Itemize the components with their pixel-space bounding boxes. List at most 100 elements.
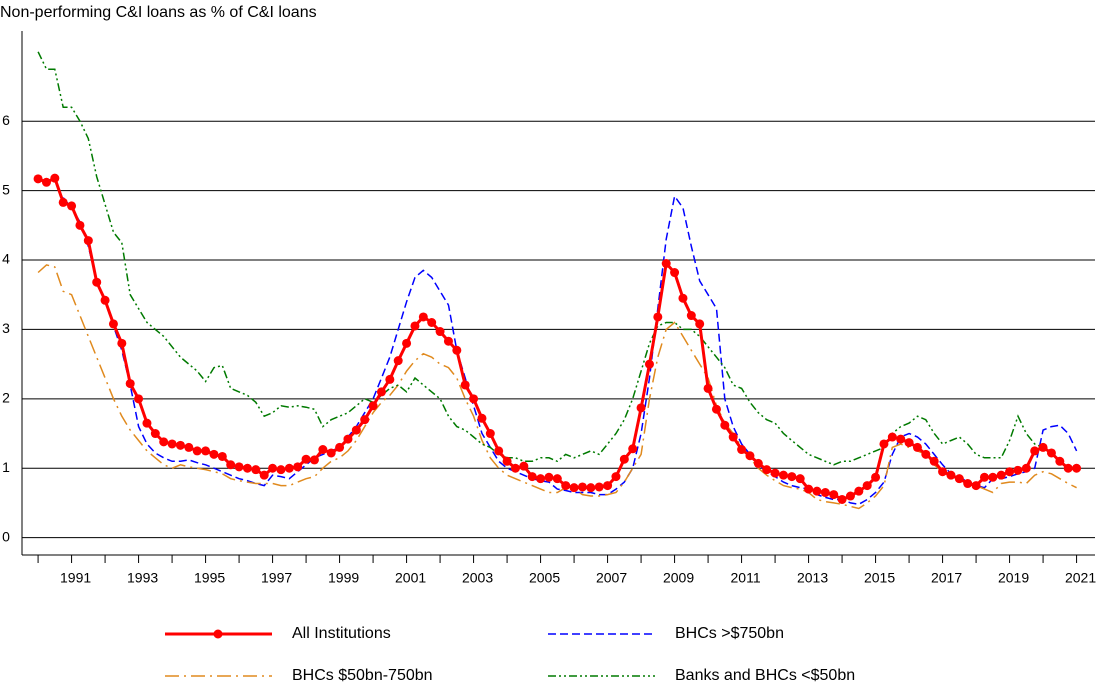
series-marker <box>117 338 127 348</box>
x-tick-label: 2019 <box>998 570 1029 586</box>
series-marker <box>75 220 85 230</box>
y-tick-label: 5 <box>2 181 10 197</box>
series-marker <box>586 483 596 493</box>
series-marker <box>460 380 470 390</box>
series-marker <box>661 259 671 269</box>
series-marker <box>812 486 822 496</box>
series-marker <box>678 293 688 303</box>
series-marker <box>485 429 495 439</box>
series-marker <box>301 454 311 464</box>
series-marker <box>988 472 998 482</box>
series-marker <box>67 201 77 211</box>
series-marker <box>209 449 219 459</box>
series-marker <box>879 439 889 449</box>
series-marker <box>418 312 428 322</box>
series-marker <box>242 463 252 473</box>
series-marker <box>226 460 236 470</box>
series-marker <box>41 177 51 187</box>
series-marker <box>804 484 814 494</box>
series-marker <box>603 481 613 491</box>
series-marker <box>1055 456 1065 466</box>
series-marker <box>477 413 487 423</box>
series-marker <box>159 437 169 447</box>
series-marker <box>33 174 43 184</box>
x-tick-label: 2017 <box>931 570 962 586</box>
series-marker <box>954 474 964 484</box>
series-marker <box>921 449 931 459</box>
legend-label: BHCs >$750bn <box>675 625 784 642</box>
series-marker <box>309 455 319 465</box>
series-marker <box>284 463 294 473</box>
chart-title: Non-performing C&I loans as % of C&I loa… <box>0 4 317 21</box>
x-tick-label: 1999 <box>328 570 359 586</box>
series-marker <box>385 374 395 384</box>
series-marker <box>402 338 412 348</box>
legend-label: Banks and BHCs <$50bn <box>675 667 855 684</box>
series-marker <box>452 345 462 355</box>
x-tick-label: 1991 <box>60 570 91 586</box>
series-marker <box>318 445 328 455</box>
series-marker <box>502 456 512 466</box>
series-marker <box>653 312 663 322</box>
series-marker <box>904 438 914 448</box>
series-marker <box>234 462 244 472</box>
series-marker <box>938 467 948 477</box>
y-tick-label: 6 <box>2 112 10 128</box>
series-marker <box>276 465 286 475</box>
series-marker <box>335 442 345 452</box>
series-marker <box>711 404 721 414</box>
series-marker <box>795 474 805 484</box>
series-marker <box>167 439 177 449</box>
series-marker <box>393 356 403 366</box>
series-marker <box>929 456 939 466</box>
series-marker <box>963 479 973 489</box>
series-marker <box>787 472 797 482</box>
series-marker <box>887 432 897 442</box>
series-line <box>37 264 1077 510</box>
series-marker <box>443 336 453 346</box>
series-marker <box>670 268 680 278</box>
series-marker <box>695 319 705 329</box>
series-marker <box>871 472 881 482</box>
series-marker <box>628 444 638 454</box>
series-marker <box>1005 467 1015 477</box>
series-marker <box>536 474 546 484</box>
y-tick-label: 1 <box>2 459 10 475</box>
series-line <box>37 51 1052 466</box>
series-marker <box>251 465 261 475</box>
series-marker <box>360 415 370 425</box>
series-marker <box>469 394 479 404</box>
series-marker <box>971 481 981 491</box>
series-marker <box>569 483 579 493</box>
series-marker <box>83 236 93 246</box>
x-tick-label: 2013 <box>797 570 828 586</box>
series-marker <box>326 448 336 458</box>
series-marker <box>544 472 554 482</box>
series-marker <box>175 440 185 450</box>
x-tick-label: 2001 <box>395 570 426 586</box>
series-marker <box>720 420 730 430</box>
series-marker <box>108 319 118 329</box>
series-marker <box>1021 463 1031 473</box>
series-marker <box>510 463 520 473</box>
legend-label: All Institutions <box>292 625 391 642</box>
series-marker <box>996 470 1006 480</box>
series-marker <box>142 418 152 428</box>
series-marker <box>410 321 420 331</box>
x-tick-label: 1997 <box>261 570 292 586</box>
series-marker <box>376 387 386 397</box>
series-marker <box>728 432 738 442</box>
series-marker <box>1072 463 1082 473</box>
y-tick-label: 2 <box>2 390 10 406</box>
x-tick-label: 2015 <box>864 570 895 586</box>
series-marker <box>896 434 906 444</box>
x-tick-label: 2009 <box>663 570 694 586</box>
series-marker <box>435 327 445 337</box>
x-tick-label: 1993 <box>127 570 158 586</box>
series-marker <box>619 454 629 464</box>
series-marker <box>845 491 855 501</box>
series-marker <box>820 488 830 498</box>
x-tick-label: 2007 <box>596 570 627 586</box>
series-marker <box>1046 448 1056 458</box>
